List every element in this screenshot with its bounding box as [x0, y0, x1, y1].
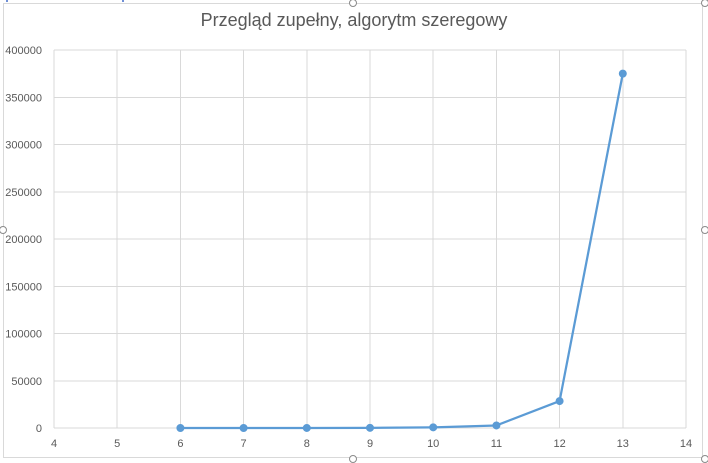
x-tick-label: 7	[241, 438, 247, 450]
x-tick-label: 14	[680, 438, 692, 450]
x-tick-label: 5	[114, 438, 120, 450]
series-line	[180, 73, 624, 430]
y-tick-label: 400000	[5, 45, 42, 57]
x-tick-label: 12	[553, 438, 565, 450]
data-point[interactable]	[555, 397, 564, 406]
resize-handle-top-right[interactable]	[701, 0, 708, 7]
data-point[interactable]	[239, 424, 248, 432]
y-tick-label: 350000	[5, 92, 42, 104]
data-point[interactable]	[618, 69, 627, 78]
data-point[interactable]	[429, 423, 438, 432]
x-tick-label: 6	[177, 438, 183, 450]
x-tick-label: 8	[304, 438, 310, 450]
data-point[interactable]	[366, 423, 374, 432]
x-tick-label: 4	[51, 438, 57, 450]
y-tick-label: 250000	[5, 187, 42, 199]
y-tick-label: 150000	[5, 281, 42, 293]
y-tick-label: 200000	[5, 234, 42, 246]
y-tick-label: 0	[36, 423, 42, 435]
data-point[interactable]	[176, 424, 185, 432]
chart-title: Przegląd zupełny, algorytm szeregowy	[200, 10, 508, 30]
x-tick-label: 10	[427, 438, 439, 450]
y-tick-label: 100000	[5, 329, 42, 341]
y-tick-label: 50000	[11, 376, 42, 388]
data-point[interactable]	[302, 423, 311, 432]
y-tick-label: 300000	[5, 140, 42, 152]
resize-handle-top[interactable]	[349, 0, 357, 7]
x-tick-label: 11	[491, 438, 502, 450]
resize-handle-right[interactable]	[701, 226, 708, 234]
x-tick-label: 9	[367, 438, 373, 450]
x-tick-label: 13	[617, 438, 629, 450]
resize-handle-left[interactable]	[0, 226, 7, 234]
selection-strip	[0, 0, 130, 2]
data-point[interactable]	[492, 421, 501, 430]
